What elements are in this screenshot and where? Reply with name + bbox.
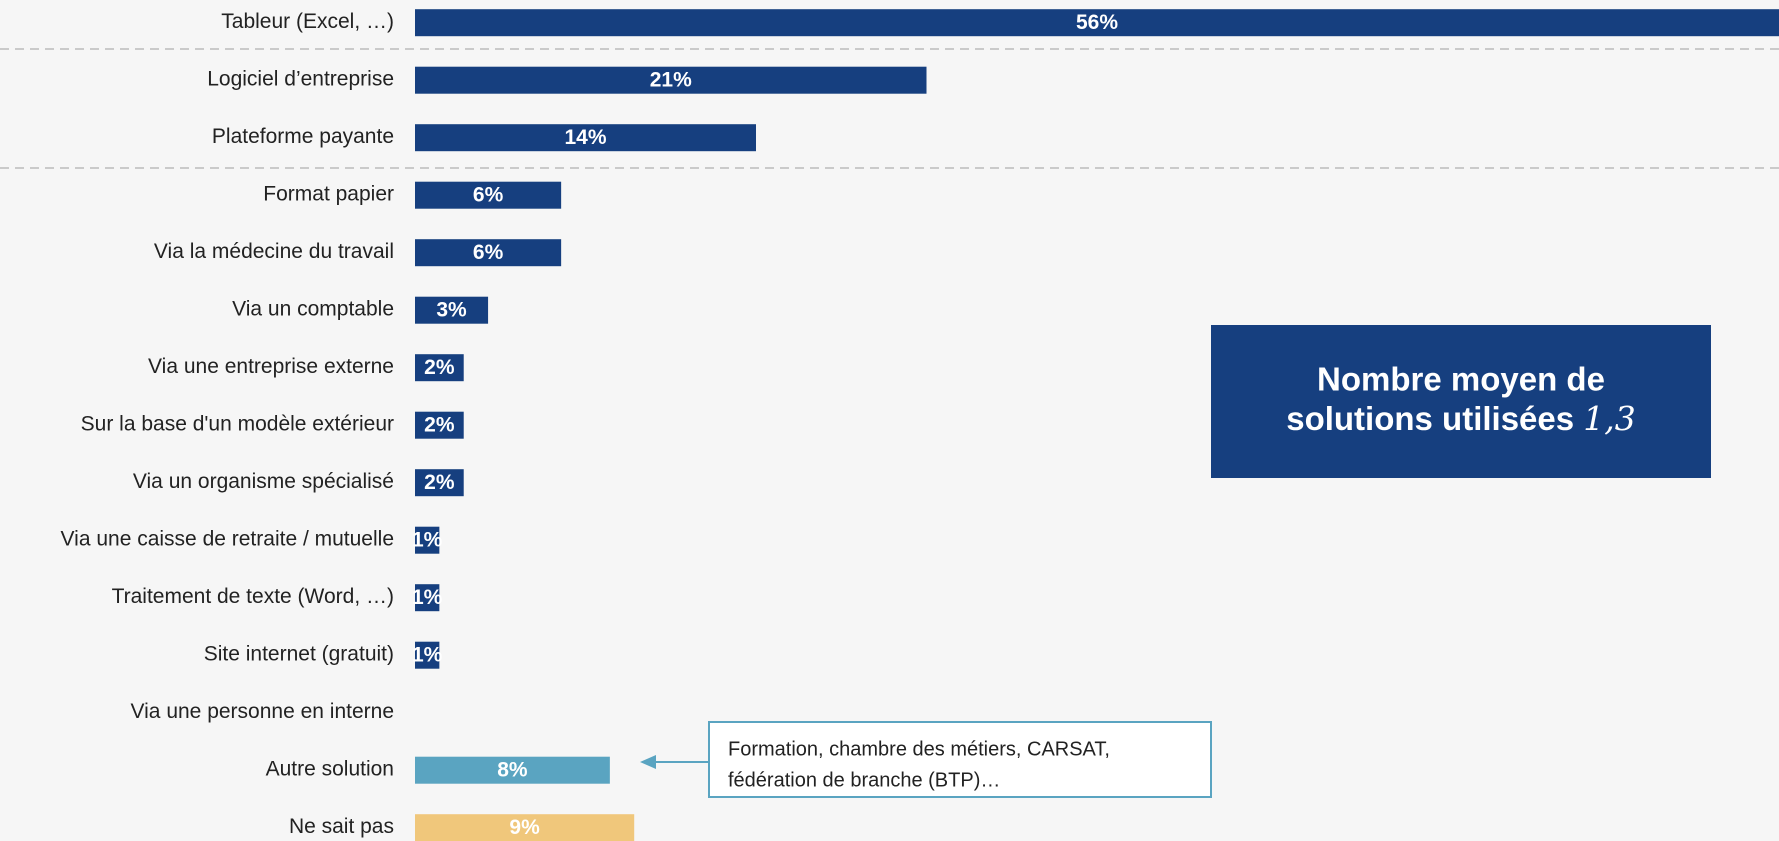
value-label: 21% [650, 69, 692, 92]
bar [415, 584, 440, 612]
value-label: 56% [1076, 11, 1118, 34]
bar [415, 124, 756, 152]
summary-text: Nombre moyen de [1317, 361, 1605, 398]
bar [415, 411, 464, 439]
category-label: Format papier [263, 183, 394, 206]
bar [415, 814, 635, 841]
callout-box [708, 721, 1212, 798]
category-label: Autre solution [266, 758, 394, 781]
value-label: 6% [473, 184, 504, 207]
category-label: Tableur (Excel, …) [221, 10, 394, 33]
value-label: 1% [412, 644, 443, 667]
value-label: 9% [509, 816, 540, 839]
bar [415, 66, 927, 94]
bar [415, 641, 440, 669]
category-label: Traitement de texte (Word, …) [112, 585, 394, 608]
callout-arrowhead [640, 755, 656, 769]
summary-box [1211, 325, 1711, 478]
summary-text-line: solutions utilisées [1286, 400, 1574, 437]
callout-text: fédération de branche (BTP)… [728, 769, 1000, 791]
category-label: Via une entreprise externe [148, 355, 394, 378]
category-label: Via un organisme spécialisé [133, 470, 394, 493]
bar [415, 296, 489, 324]
summary-text: solutions utilisées 1,3 [1286, 399, 1636, 438]
category-label: Sur la base d'un modèle extérieur [81, 413, 394, 436]
value-label: 2% [424, 471, 455, 494]
callout-text: Formation, chambre des métiers, CARSAT, [728, 738, 1110, 760]
value-label: 1% [412, 529, 443, 552]
bar [415, 354, 464, 382]
value-label: 2% [424, 356, 455, 379]
category-label: Via un comptable [232, 298, 394, 321]
bar [415, 526, 440, 554]
bar [415, 9, 1779, 37]
value-label: 1% [412, 586, 443, 609]
summary-value: 1,3 [1583, 399, 1635, 438]
category-label: Via une caisse de retraite / mutuelle [61, 528, 394, 551]
value-label: 14% [564, 126, 606, 149]
value-label: 2% [424, 414, 455, 437]
bar [415, 239, 562, 267]
category-label: Plateforme payante [212, 125, 394, 148]
value-label: 8% [497, 759, 528, 782]
category-label: Logiciel d’entreprise [207, 68, 394, 91]
category-label: Via la médecine du travail [154, 240, 394, 263]
bar [415, 181, 562, 209]
category-label: Site internet (gratuit) [204, 643, 394, 666]
value-label: 6% [473, 241, 504, 264]
bar [415, 756, 610, 784]
value-label: 3% [436, 299, 467, 322]
category-label: Ne sait pas [289, 815, 394, 838]
bar [415, 469, 464, 497]
category-label: Via une personne en interne [131, 700, 394, 723]
